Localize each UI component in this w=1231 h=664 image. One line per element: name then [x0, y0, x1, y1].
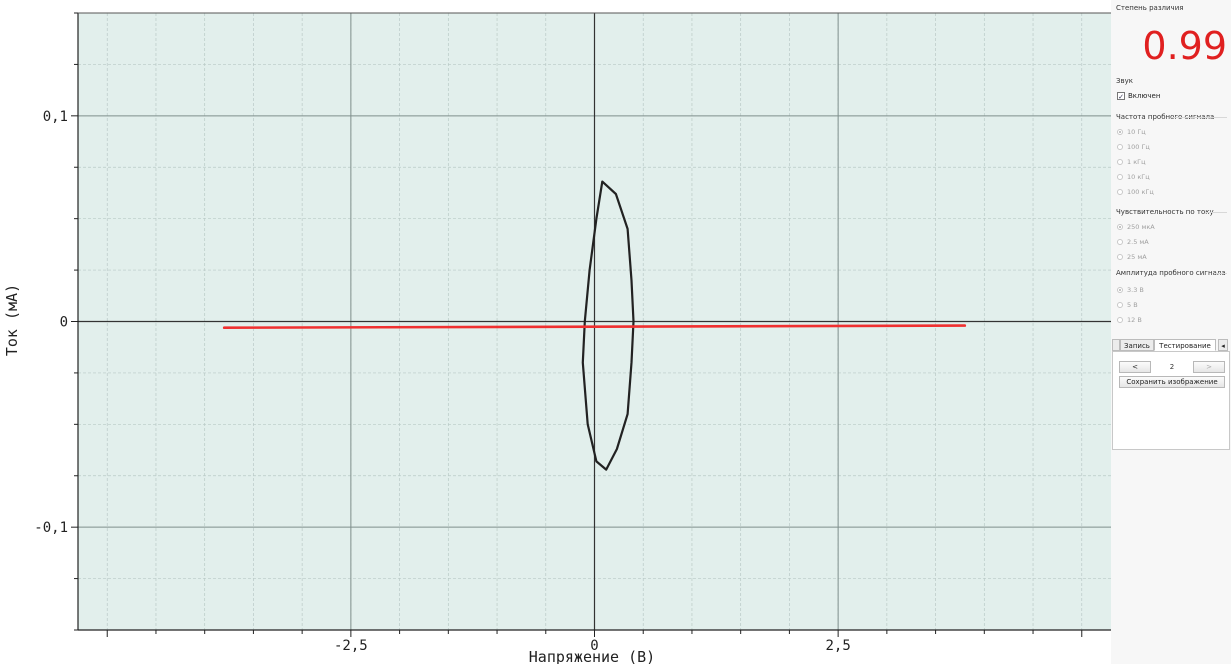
- sensitivity-option-label: 25 мА: [1127, 253, 1147, 261]
- frequency-option[interactable]: 100 Гц: [1117, 143, 1150, 151]
- x-axis-label: Напряжение (В): [529, 648, 655, 664]
- tab-scroll-right-arrow[interactable]: ◂: [1218, 339, 1228, 351]
- testing-tab-content: < 2 > Сохранить изображение: [1112, 351, 1230, 450]
- iv-chart: -2,5 0 2,5 0,1 0 -0,1 Напряжение (В) Ток (мА): [3, 12, 1111, 664]
- divider: [1215, 273, 1227, 274]
- radio-button[interactable]: [1117, 189, 1123, 195]
- x-tick-label: 0: [590, 638, 598, 654]
- y-tick-label: -0,1: [34, 520, 68, 536]
- y-tick-label: 0,1: [43, 109, 68, 125]
- next-button[interactable]: >: [1193, 361, 1225, 373]
- radio-button[interactable]: [1117, 287, 1123, 293]
- difference-value: 0.99: [1142, 24, 1227, 68]
- tab-scroll-left[interactable]: [1112, 339, 1120, 351]
- frequency-option-label: 10 кГц: [1127, 173, 1150, 181]
- frequency-option-label: 10 Гц: [1127, 128, 1146, 136]
- sensitivity-option[interactable]: 25 мА: [1117, 253, 1147, 261]
- sensitivity-option-label: 2.5 мА: [1127, 238, 1149, 246]
- amplitude-option-label: 5 В: [1127, 301, 1138, 309]
- frequency-option-label: 100 кГц: [1127, 188, 1154, 196]
- amplitude-label: Амплитуда пробного сигнала: [1116, 269, 1226, 277]
- x-tick-label: -2,5: [334, 638, 368, 654]
- frequency-option[interactable]: 100 кГц: [1117, 188, 1154, 196]
- radio-button[interactable]: [1117, 317, 1123, 323]
- frequency-option[interactable]: 10 Гц: [1117, 128, 1146, 136]
- radio-button[interactable]: [1117, 159, 1123, 165]
- amplitude-option-label: 3.3 В: [1127, 286, 1144, 294]
- sound-checkbox-label: Включен: [1128, 92, 1161, 100]
- amplitude-option[interactable]: 3.3 В: [1117, 286, 1144, 294]
- sound-checkbox[interactable]: ✓: [1117, 92, 1125, 101]
- radio-button[interactable]: [1117, 144, 1123, 150]
- difference-label: Степень различия: [1116, 4, 1184, 12]
- iv-curve-reference: [222, 324, 967, 329]
- radio-button[interactable]: [1117, 174, 1123, 180]
- radio-button[interactable]: [1117, 224, 1123, 230]
- previous-button[interactable]: <: [1119, 361, 1151, 373]
- frequency-option[interactable]: 1 кГц: [1117, 158, 1146, 166]
- divider: [1171, 117, 1227, 118]
- amplitude-option[interactable]: 12 В: [1117, 316, 1142, 324]
- radio-button[interactable]: [1117, 302, 1123, 308]
- y-tick-label: 0: [60, 315, 68, 331]
- sensitivity-option-label: 250 мкА: [1127, 223, 1155, 231]
- series-layer: [222, 180, 967, 471]
- divider: [1206, 212, 1227, 213]
- radio-button[interactable]: [1117, 239, 1123, 245]
- tick-labels: -2,5 0 2,5 0,1 0 -0,1: [34, 109, 850, 654]
- radio-button[interactable]: [1117, 254, 1123, 260]
- tab-bar: Запись Тестирование ◂: [1111, 338, 1231, 352]
- frequency-option-label: 1 кГц: [1127, 158, 1146, 166]
- sensitivity-label: Чувствительность по току: [1116, 208, 1214, 216]
- amplitude-option-label: 12 В: [1127, 316, 1142, 324]
- frequency-label: Частота пробного сигнала: [1116, 113, 1215, 121]
- control-panel: Степень различия 0.99 Звук ✓ Включен Час…: [1111, 0, 1231, 664]
- tab-record[interactable]: Запись: [1120, 339, 1154, 351]
- sound-checkbox-row[interactable]: ✓ Включен: [1117, 92, 1161, 101]
- save-image-button[interactable]: Сохранить изображение: [1119, 376, 1225, 388]
- page-number: 2: [1169, 363, 1175, 371]
- amplitude-option[interactable]: 5 В: [1117, 301, 1138, 309]
- iv-curve-test: [581, 180, 635, 471]
- sensitivity-option[interactable]: 250 мкА: [1117, 223, 1155, 231]
- y-axis-label: Ток (мА): [3, 284, 21, 356]
- sound-label: Звук: [1116, 77, 1133, 85]
- x-tick-label: 2,5: [825, 638, 850, 654]
- frequency-option[interactable]: 10 кГц: [1117, 173, 1150, 181]
- frequency-option-label: 100 Гц: [1127, 143, 1150, 151]
- radio-button[interactable]: [1117, 129, 1123, 135]
- axes: [71, 12, 1111, 637]
- tab-testing[interactable]: Тестирование: [1154, 339, 1216, 351]
- sensitivity-option[interactable]: 2.5 мА: [1117, 238, 1149, 246]
